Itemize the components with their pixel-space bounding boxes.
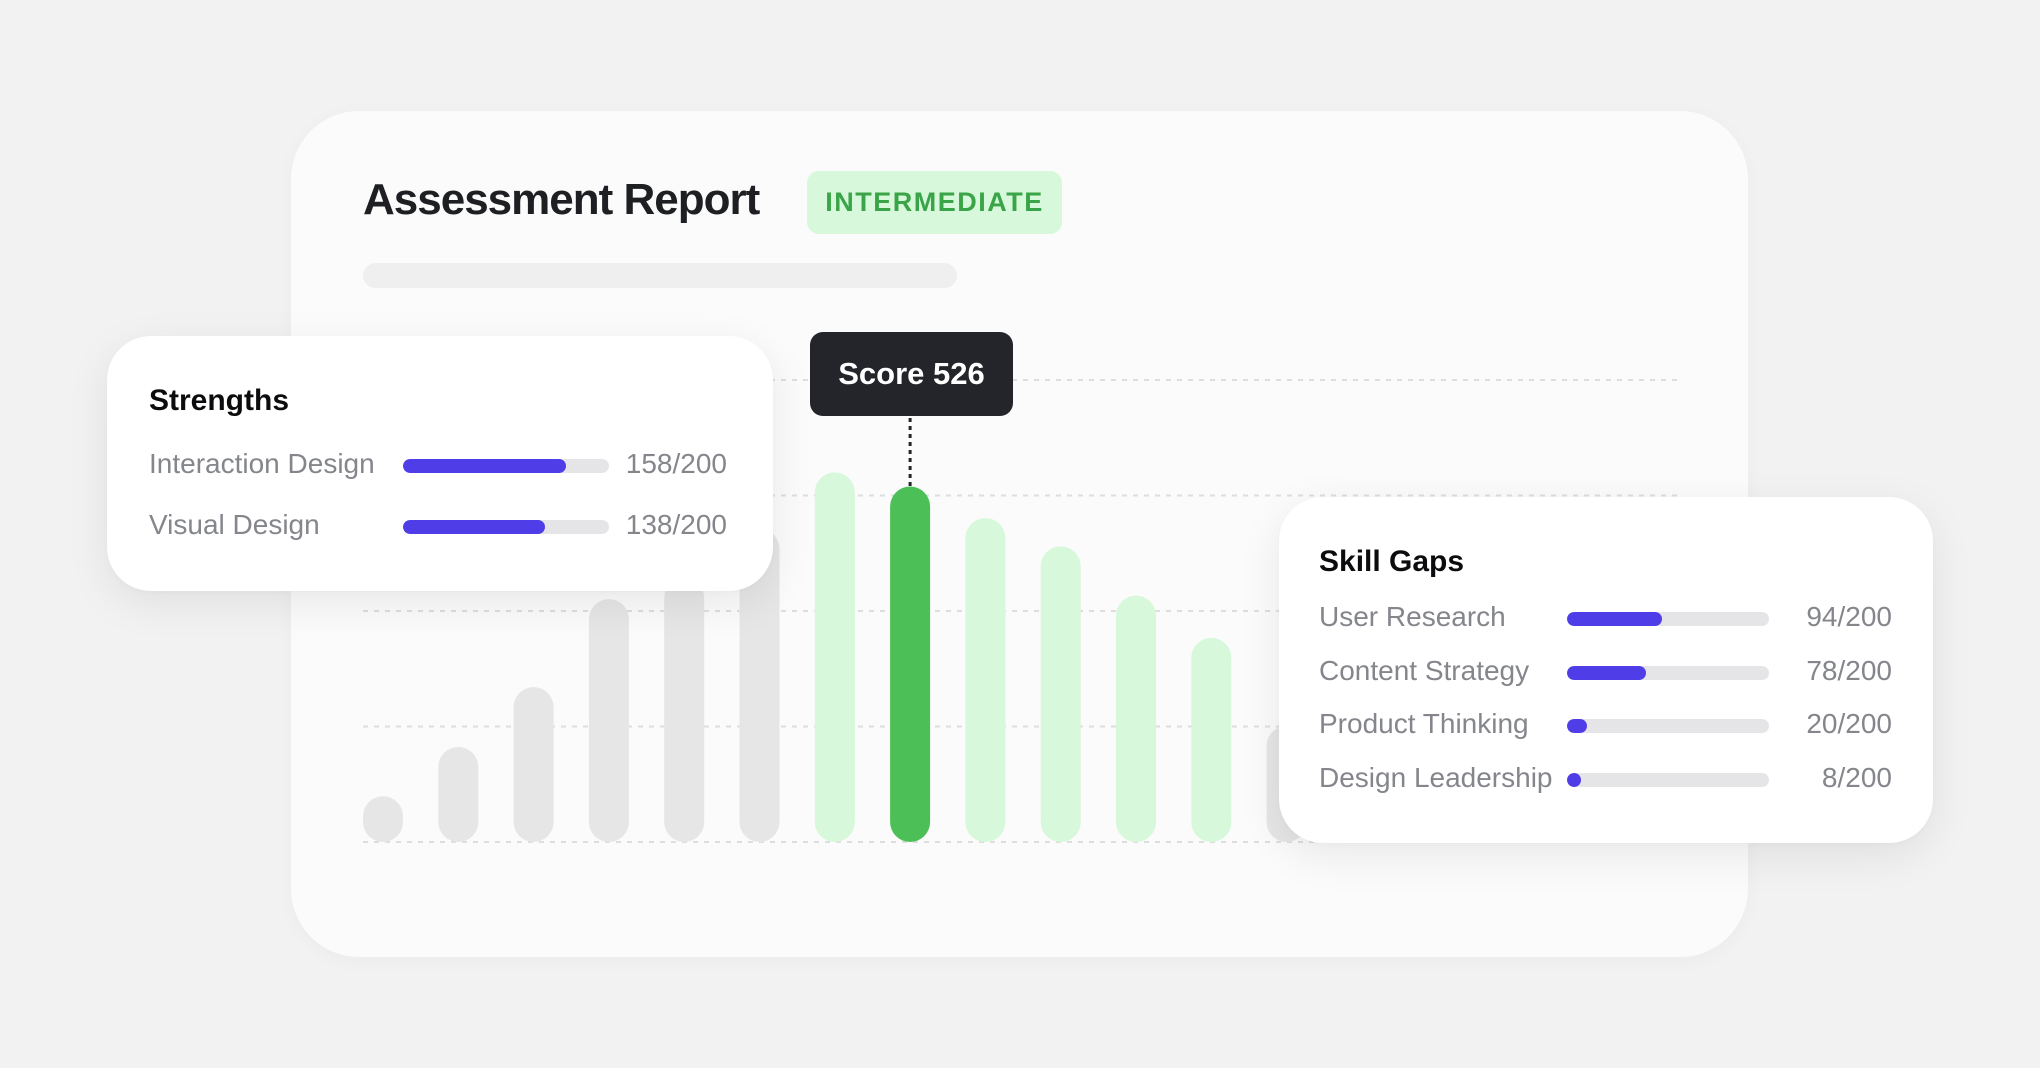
chart-bar-highlight (890, 486, 931, 842)
chart-bar (1116, 595, 1156, 842)
chart-bar (965, 518, 1006, 842)
chart-bar (513, 687, 554, 842)
skill-score: 138/200 (625, 509, 727, 540)
strengths-title: Strengths (149, 384, 290, 417)
chart-bar (588, 599, 629, 842)
chart-bar (664, 578, 705, 842)
skill-progress-fill (1567, 612, 1662, 626)
skill-progress-track (1567, 719, 1769, 733)
skill-progress-fill (1567, 719, 1588, 733)
score-tooltip: Score 526 (810, 332, 1013, 416)
skill-progress-fill (1567, 666, 1646, 680)
strengths-panel: Strengths Interaction Design 158/200 Vis… (107, 336, 773, 591)
chart-bar (438, 746, 479, 842)
skill-label: Design Leadership (1319, 762, 1553, 793)
skill-gaps-panel: Skill Gaps User Research 94/200 Content … (1279, 497, 1933, 843)
skill-score: 20/200 (1806, 708, 1892, 739)
subtitle-placeholder (363, 263, 957, 288)
skill-gaps-title: Skill Gaps (1319, 545, 1465, 578)
skill-label: Content Strategy (1319, 655, 1530, 686)
skill-label: Visual Design (149, 509, 320, 540)
page-title: Assessment Report (363, 175, 760, 224)
skill-progress-track (403, 459, 609, 473)
skill-label: Product Thinking (1319, 708, 1529, 739)
level-badge: INTERMEDIATE (807, 171, 1062, 234)
skill-score: 158/200 (625, 448, 727, 479)
skill-progress-track (1567, 666, 1769, 680)
skill-progress-track (1567, 612, 1769, 626)
skill-label: User Research (1319, 601, 1506, 632)
chart-bar (1040, 546, 1081, 842)
skill-label: Interaction Design (149, 448, 375, 479)
chart-bar (739, 528, 780, 842)
skill-score: 78/200 (1806, 655, 1892, 686)
skill-progress-fill (1567, 773, 1582, 787)
skill-progress-track (403, 520, 609, 534)
chart-bar (1191, 637, 1232, 842)
skill-progress-fill (403, 520, 546, 534)
skill-score: 94/200 (1806, 601, 1892, 632)
chart-bar (814, 472, 855, 842)
skill-progress-track (1567, 773, 1769, 787)
skill-score: 8/200 (1821, 762, 1892, 793)
skill-progress-fill (403, 459, 566, 473)
chart-bar (363, 796, 403, 842)
